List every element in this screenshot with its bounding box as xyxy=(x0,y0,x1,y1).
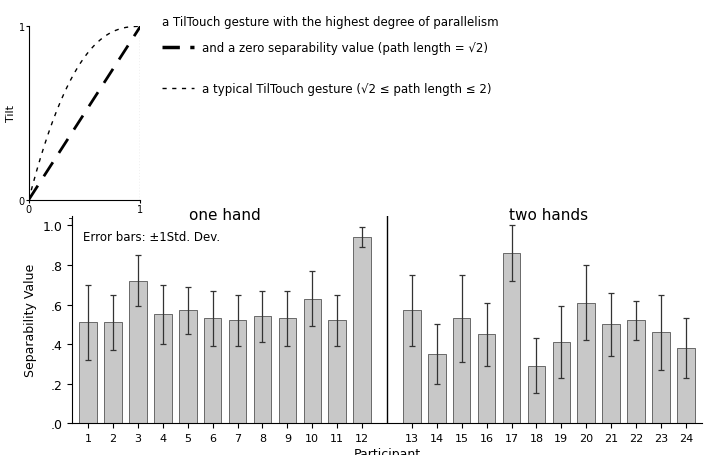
X-axis label: Participant: Participant xyxy=(354,447,420,455)
Bar xyxy=(677,348,695,423)
Bar xyxy=(478,334,495,423)
Bar xyxy=(354,238,371,423)
Bar xyxy=(328,321,346,423)
Bar xyxy=(229,321,246,423)
Y-axis label: Tilt: Tilt xyxy=(6,105,16,122)
Text: and a zero separability value (path length = √2): and a zero separability value (path leng… xyxy=(202,42,487,55)
Bar xyxy=(179,311,197,423)
Bar xyxy=(577,303,595,423)
Bar xyxy=(253,317,271,423)
Bar xyxy=(428,354,446,423)
Text: two hands: two hands xyxy=(509,207,588,222)
X-axis label: Touch: Touch xyxy=(68,217,101,227)
Bar xyxy=(403,311,420,423)
Bar xyxy=(652,333,670,423)
Bar xyxy=(154,315,171,423)
Bar xyxy=(453,318,470,423)
Bar xyxy=(552,342,570,423)
Y-axis label: Separability Value: Separability Value xyxy=(24,263,37,376)
Bar xyxy=(130,281,147,423)
Bar xyxy=(104,323,122,423)
Text: Error bars: ±1Std. Dev.: Error bars: ±1Std. Dev. xyxy=(84,231,220,244)
Bar xyxy=(503,253,521,423)
Bar xyxy=(304,299,321,423)
Bar xyxy=(627,321,644,423)
Bar xyxy=(603,324,620,423)
Bar xyxy=(79,323,97,423)
Bar xyxy=(528,366,545,423)
Bar xyxy=(204,318,222,423)
Bar xyxy=(279,318,296,423)
Text: a TilTouch gesture with the highest degree of parallelism: a TilTouch gesture with the highest degr… xyxy=(162,16,499,29)
Text: one hand: one hand xyxy=(189,207,261,222)
Text: a typical TilTouch gesture (√2 ≤ path length ≤ 2): a typical TilTouch gesture (√2 ≤ path le… xyxy=(202,83,491,96)
